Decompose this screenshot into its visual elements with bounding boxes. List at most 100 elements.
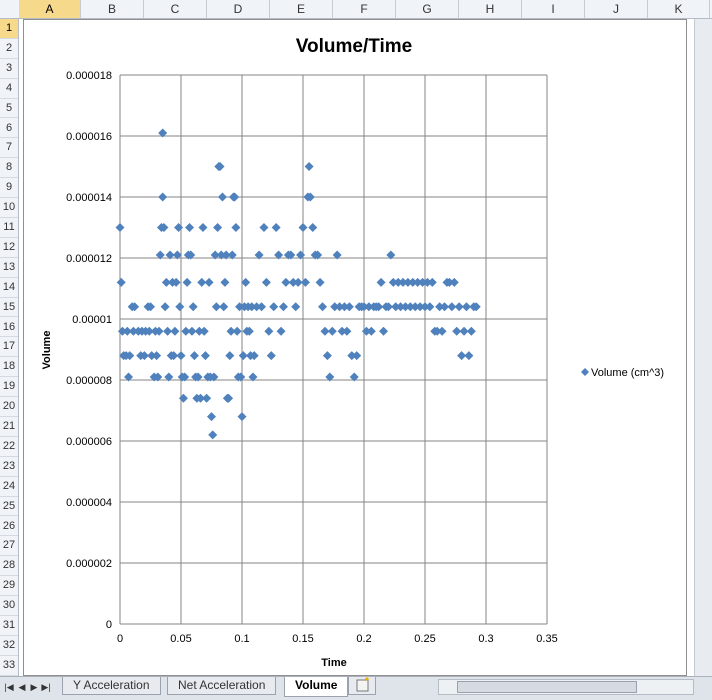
data-point	[452, 326, 462, 336]
data-point	[261, 277, 271, 287]
data-point	[376, 277, 386, 287]
column-header-c[interactable]: C	[144, 0, 207, 18]
data-point	[413, 277, 423, 287]
data-point	[224, 393, 234, 403]
last-sheet-button[interactable]: ▶|	[41, 682, 51, 692]
row-header[interactable]: 11	[0, 218, 18, 238]
row-header[interactable]: 31	[0, 616, 18, 636]
row-header[interactable]: 3	[0, 59, 18, 79]
row-header[interactable]: 15	[0, 298, 18, 318]
data-point	[415, 302, 425, 312]
data-point	[352, 351, 362, 361]
prev-sheet-button[interactable]: ◀	[18, 682, 26, 692]
data-point	[202, 393, 212, 403]
insert-sheet-icon	[356, 677, 369, 692]
data-point	[178, 393, 188, 403]
row-header[interactable]: 20	[0, 397, 18, 417]
column-header-f[interactable]: F	[333, 0, 396, 18]
x-axis-title: Time	[321, 657, 346, 669]
data-point	[247, 302, 257, 312]
data-point	[213, 223, 223, 232]
row-header[interactable]: 28	[0, 556, 18, 577]
data-point	[308, 223, 318, 232]
data-point	[286, 250, 296, 260]
tab-volume[interactable]: Volume	[284, 677, 349, 697]
gridlines	[119, 74, 548, 625]
row-header[interactable]: 17	[0, 337, 18, 358]
data-point	[230, 192, 240, 202]
data-point	[364, 302, 374, 312]
data-point	[318, 302, 328, 312]
data-point	[227, 250, 237, 260]
data-point	[374, 302, 384, 312]
column-header-e[interactable]: E	[270, 0, 333, 18]
row-header[interactable]: 13	[0, 258, 18, 278]
data-point	[459, 326, 469, 336]
row-header[interactable]: 22	[0, 437, 18, 457]
row-header[interactable]: 10	[0, 198, 18, 218]
data-point	[231, 223, 241, 232]
row-header[interactable]: 2	[0, 39, 18, 59]
vertical-scrollbar[interactable]	[694, 19, 712, 676]
data-point	[210, 250, 220, 260]
data-point	[174, 223, 184, 232]
column-header-k[interactable]: K	[648, 0, 710, 18]
row-header[interactable]: 26	[0, 517, 18, 537]
row-header[interactable]: 12	[0, 238, 18, 258]
row-header[interactable]: 21	[0, 417, 18, 437]
horizontal-scroll-thumb[interactable]	[457, 681, 637, 693]
row-header[interactable]: 24	[0, 477, 18, 497]
chart[interactable]: 0 0.000002 0.000004 0.000006 0.000008 0.00001…	[23, 19, 687, 676]
row-header[interactable]: 32	[0, 636, 18, 656]
data-point	[300, 277, 310, 287]
row-header[interactable]: 19	[0, 377, 18, 398]
data-point	[254, 250, 264, 260]
data-point	[209, 372, 219, 382]
data-point	[298, 223, 308, 232]
data-point	[418, 277, 428, 287]
next-sheet-button[interactable]: ▶	[30, 682, 38, 692]
data-point	[236, 372, 246, 382]
row-header[interactable]: 33	[0, 656, 18, 676]
data-point	[437, 326, 447, 336]
row-header[interactable]: 7	[0, 138, 18, 159]
column-header-b[interactable]: B	[81, 0, 144, 18]
data-point	[271, 223, 281, 232]
data-point	[420, 302, 430, 312]
data-point	[185, 223, 195, 232]
data-point	[427, 277, 437, 287]
column-header-h[interactable]: H	[459, 0, 522, 18]
data-point	[152, 351, 162, 361]
column-header-d[interactable]: D	[207, 0, 270, 18]
data-point	[400, 302, 410, 312]
row-header[interactable]: 27	[0, 536, 18, 557]
row-header[interactable]: 18	[0, 357, 18, 378]
column-header-j[interactable]: J	[585, 0, 648, 18]
row-header[interactable]: 1	[0, 19, 18, 39]
row-header[interactable]: 25	[0, 497, 18, 517]
row-header[interactable]: 16	[0, 318, 18, 338]
row-header[interactable]: 8	[0, 158, 18, 179]
horizontal-scrollbar[interactable]	[438, 679, 694, 695]
insert-sheet-tab[interactable]	[348, 677, 376, 695]
column-header-g[interactable]: G	[396, 0, 459, 18]
first-sheet-button[interactable]: |◀	[4, 682, 14, 692]
column-header-i[interactable]: I	[522, 0, 585, 18]
row-header[interactable]: 9	[0, 178, 18, 199]
data-point	[425, 302, 435, 312]
row-header[interactable]: 30	[0, 596, 18, 616]
row-header[interactable]: 4	[0, 79, 18, 99]
row-header[interactable]: 14	[0, 278, 18, 298]
y-tick-label: 0.000006	[66, 436, 112, 448]
column-header-a[interactable]: A	[19, 0, 81, 18]
row-header[interactable]: 6	[0, 119, 18, 139]
data-point	[325, 372, 335, 382]
data-point	[116, 277, 126, 287]
row-header[interactable]: 5	[0, 99, 18, 119]
row-header[interactable]: 23	[0, 457, 18, 477]
tab-net-acceleration[interactable]: Net Acceleration	[167, 677, 277, 695]
tab-y-acceleration[interactable]: Y Acceleration	[62, 677, 161, 695]
data-point	[320, 326, 330, 336]
row-header[interactable]: 29	[0, 576, 18, 597]
